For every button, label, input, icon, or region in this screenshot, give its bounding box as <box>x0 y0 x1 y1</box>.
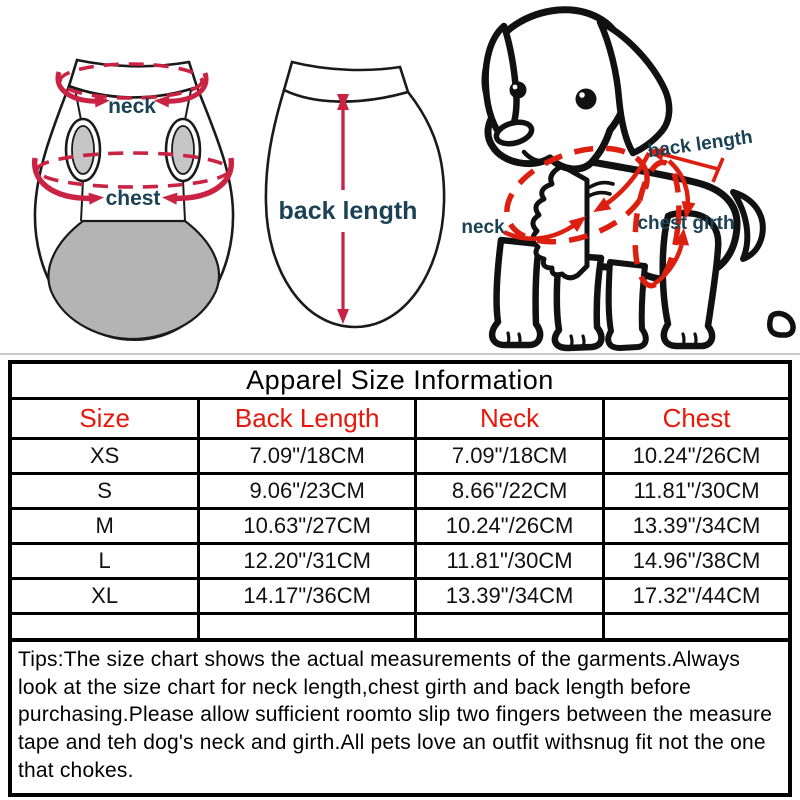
neck-cell: 8.66"/22CM <box>414 472 606 510</box>
back-length-end-tick <box>711 157 725 183</box>
dog-chest-dashed-ellipse <box>632 159 682 289</box>
tips-text: Tips:The size chart shows the actual mea… <box>8 642 792 797</box>
table-row-m: M 10.63"/27CM 10.24"/26CM 13.39"/34CM <box>8 507 792 545</box>
collar <box>282 60 410 103</box>
chest-cell: 10.24"/26CM <box>602 437 792 475</box>
far-hind-paw <box>766 310 796 338</box>
neck-measure-annotation <box>55 62 209 108</box>
garment-back-outline <box>264 60 446 329</box>
back-length-cell: 14.17"/36CM <box>197 577 418 615</box>
dog-annotations <box>502 145 725 289</box>
table-header-row: Size Back Length Neck Chest <box>8 397 792 440</box>
back-to-neck-arrow <box>593 151 651 213</box>
chest-cell: 13.39"/34CM <box>602 507 792 545</box>
armhole-left <box>64 117 102 183</box>
back-length-cell: 10.63"/27CM <box>197 507 418 545</box>
dog-neck-label: neck <box>461 217 505 238</box>
right-ear <box>596 18 673 157</box>
chest-measure-annotation <box>32 151 234 205</box>
col-header-chest: Chest <box>602 397 792 440</box>
table-row-xl: XL 14.17"/36CM 13.39"/34CM 17.32"/44CM <box>8 577 792 615</box>
dog-head <box>481 6 673 173</box>
table-row-l: L 12.20"/31CM 11.81"/30CM 14.96"/38CM <box>8 542 792 580</box>
front-chest-label: chest <box>106 187 161 210</box>
garment-back-diagram: back length <box>264 60 446 329</box>
back-length-line <box>647 147 719 171</box>
neck-arrow <box>502 216 587 241</box>
col-header-neck: Neck <box>414 397 606 440</box>
dog-chest-girth-label: chest girth <box>637 213 734 234</box>
chest-fluff <box>530 163 590 281</box>
armhole-right <box>164 117 202 183</box>
nose <box>493 119 535 147</box>
belly-panel <box>47 219 221 341</box>
chest-cell: 14.96"/38CM <box>602 542 792 580</box>
size-cell: XS <box>8 437 201 475</box>
back-length-cell: 9.06"/23CM <box>197 472 418 510</box>
size-cell: S <box>8 472 201 510</box>
neck-cell: 11.81"/30CM <box>414 542 606 580</box>
dog-outline <box>481 6 796 352</box>
size-cell: M <box>8 507 201 545</box>
table-row-s: S 9.06"/23CM 8.66"/22CM 11.81"/30CM <box>8 472 792 510</box>
left-eye <box>509 81 527 99</box>
back-length-cell: 12.20"/31CM <box>197 542 418 580</box>
tail <box>730 189 766 262</box>
neck-cell: 10.24"/26CM <box>414 507 606 545</box>
table-row-xs: XS 7.09"/18CM 7.09"/18CM 10.24"/26CM <box>8 437 792 475</box>
table-row-empty <box>8 612 792 642</box>
dog-diagram: neck chest girth back length <box>461 6 796 352</box>
col-header-size: Size <box>8 397 201 440</box>
right-eye <box>575 88 597 110</box>
back-length-label: back length <box>279 197 418 225</box>
apparel-size-table: Apparel Size Information Size Back Lengt… <box>8 360 792 642</box>
dog-neck-dashed-ellipse <box>504 145 650 245</box>
table-title: Apparel Size Information <box>8 360 792 400</box>
front-neck-label: neck <box>108 95 156 118</box>
garment-front-diagram: neck chest <box>32 58 235 341</box>
garment-front-outline <box>33 58 235 341</box>
back-length-cell: 7.09"/18CM <box>197 437 418 475</box>
neck-cell: 13.39"/34CM <box>414 577 606 615</box>
shoulder-fur <box>585 180 615 199</box>
section-divider <box>0 353 800 355</box>
far-front-leg <box>605 259 649 351</box>
size-info-sheet: Apparel Size Information Size Back Lengt… <box>8 360 792 797</box>
near-front-leg <box>488 236 544 349</box>
size-cell: XL <box>8 577 201 615</box>
chest-cell: 11.81"/30CM <box>602 472 792 510</box>
chest-cell: 17.32"/44CM <box>602 577 792 615</box>
size-cell: L <box>8 542 201 580</box>
col-header-back-length: Back Length <box>197 397 418 440</box>
chest-girth-arrow-down <box>667 159 696 219</box>
chest-girth-arrow-up <box>652 228 690 286</box>
neck-cell: 7.09"/18CM <box>414 437 606 475</box>
